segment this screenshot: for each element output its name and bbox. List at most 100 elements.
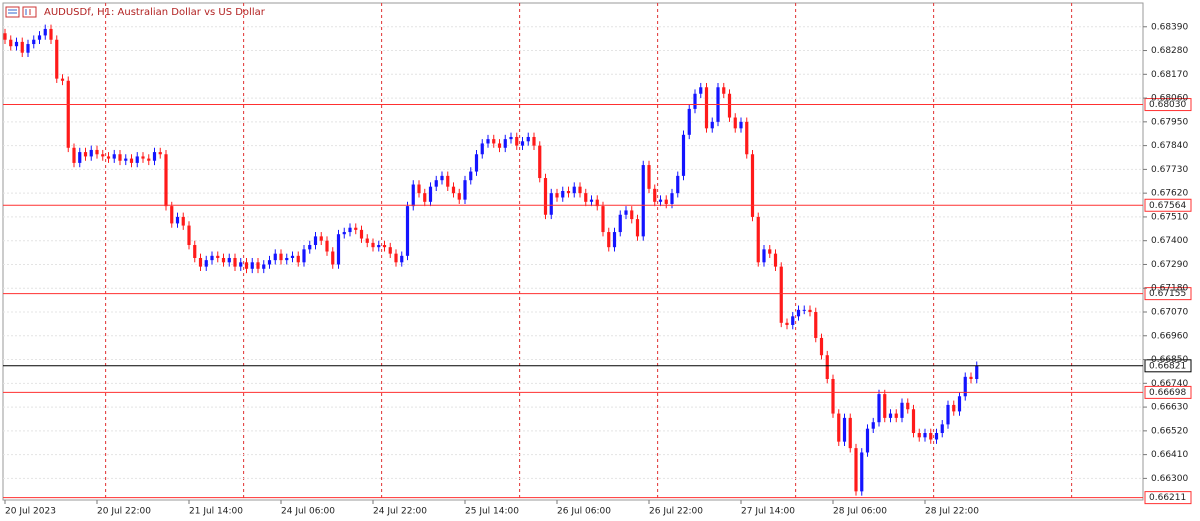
candle-body [894,413,898,418]
candle-body [101,154,105,157]
candle-body [865,428,870,453]
x-tick-label: 25 Jul 14:00 [465,507,519,517]
price-level-box [1144,98,1192,112]
x-tick-label: 27 Jul 14:00 [741,507,795,517]
candle-body [463,180,467,200]
candle-body [526,136,530,142]
candle-body [388,247,392,254]
candle-body [95,149,99,155]
candle-body [624,210,628,215]
candle-body [331,251,335,265]
candle-body [699,87,703,94]
y-tick-label: 0.68060 [1151,94,1188,104]
candle-body [664,199,668,204]
candle-body [3,33,7,40]
candle-body [440,175,444,181]
candle-body [434,180,438,187]
candle-body [446,175,450,187]
candle-body [612,232,617,248]
candle-body [371,242,375,248]
candle-body [497,143,502,148]
candle-body [382,245,387,248]
x-tick-label: 20 Jul 2023 [5,507,56,517]
candle-body [365,238,369,243]
x-tick-label: 28 Jul 06:00 [833,507,887,517]
candle-body [181,216,185,226]
y-tick-label: 0.67730 [1151,165,1188,175]
candle-body [474,154,479,172]
y-tick-label: 0.67400 [1151,236,1188,246]
candle-body [204,260,208,267]
candle-body [819,337,824,356]
candle-body [187,225,191,246]
candle-body [290,255,295,258]
candle-body [400,255,404,263]
candle-body [532,136,536,146]
candle-body [72,147,76,163]
candle-body [193,245,197,258]
chart-icon [5,6,37,18]
candle-body [469,171,473,181]
candle-body [233,257,237,267]
icon-box [5,6,20,18]
candle-body [658,199,663,202]
candle-body [411,184,415,207]
candle-body [147,158,151,161]
candle-body [89,149,93,157]
candle-body [802,309,806,311]
candle-body [727,93,732,118]
candle-body [106,156,111,159]
candle-body [319,236,323,241]
candle-body [348,227,352,233]
candle-body [653,188,657,202]
candle-body [49,28,53,40]
candle-body [842,417,847,442]
candle-body [670,193,674,204]
candle-body [342,232,346,235]
y-tick-label: 0.67950 [1151,117,1188,127]
y-tick-label: 0.66850 [1151,355,1188,365]
candle-body [124,158,128,161]
candle-body [451,186,456,194]
y-tick-label: 0.68390 [1151,22,1188,32]
candle-body [676,175,680,194]
y-tick-label: 0.67840 [1151,141,1188,151]
candle-body [831,378,835,414]
candle-body [26,44,30,53]
candle-body [837,413,841,442]
price-level-label: 0.68030 [1149,100,1186,110]
candle-body [158,152,162,155]
candle-body [561,190,565,198]
candle-body [239,262,243,267]
candle-body [227,257,231,263]
candle-body [302,249,306,263]
candle-body [129,158,134,163]
candle-body [710,121,714,129]
candles-layer [3,24,979,496]
price-level-box [1144,287,1192,301]
candle-body [860,452,864,492]
candle-body [595,199,599,207]
candle-body [543,178,548,215]
y-tick-label: 0.66300 [1151,474,1188,484]
candle-body [589,199,594,202]
candle-body [308,245,312,250]
candle-body [923,433,927,438]
candle-body [934,433,939,440]
candle-body [377,245,381,248]
candle-body [750,154,755,217]
candle-body [394,253,398,263]
candle-body [313,236,318,246]
candle-body [55,39,59,79]
candle-body [796,309,801,317]
candle-body [957,396,962,412]
candle-body [112,154,116,159]
candle-body [135,156,139,163]
candle-body [118,154,122,161]
candle-body [791,316,795,325]
candle-body [279,253,283,261]
candle-body [969,376,973,379]
candle-body [641,165,645,237]
candle-body [630,210,634,220]
